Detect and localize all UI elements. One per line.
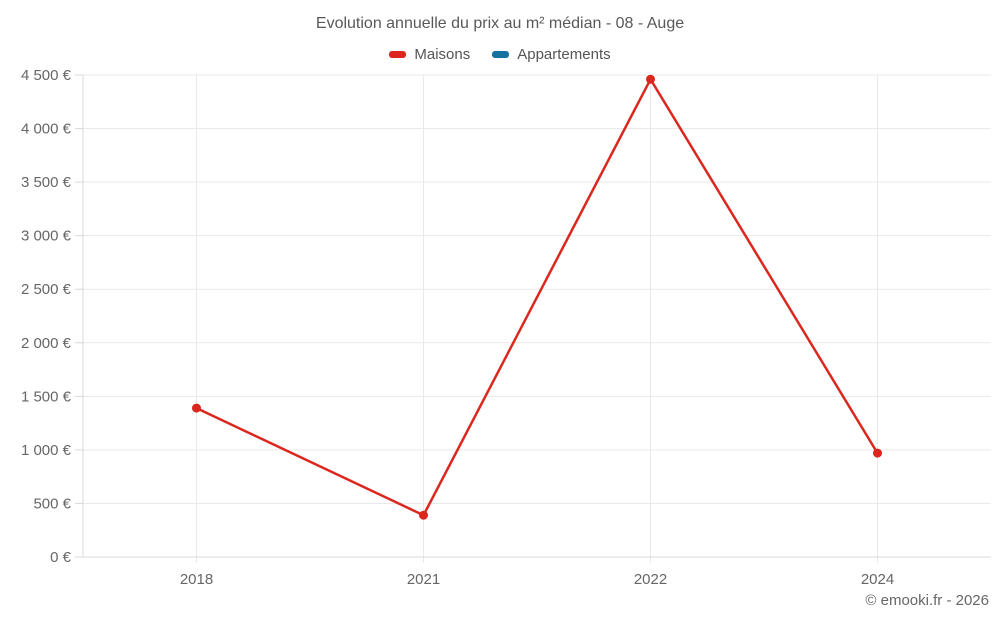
legend-item-maisons[interactable]: Maisons [389, 46, 470, 63]
maisons-point-2018[interactable] [192, 403, 201, 413]
y-tick-label: 3 000 € [21, 228, 72, 245]
legend-label: Appartements [517, 46, 611, 63]
maisons-line [195, 78, 879, 517]
y-tick-label: 2 500 € [21, 281, 72, 298]
x-tick-label: 2022 [634, 571, 667, 588]
chart-title: Evolution annuelle du prix au m² médian … [315, 15, 685, 32]
maisons-point-2022[interactable] [646, 74, 655, 84]
y-tick-label: 500 € [33, 495, 71, 512]
legend-item-appartements[interactable]: Appartements [492, 46, 611, 63]
x-tick-label: 2021 [407, 571, 440, 588]
credit-text: © emooki.fr - 2026 [865, 592, 989, 609]
y-tick-label: 4 000 € [21, 121, 72, 138]
y-tick-label: 4 500 € [21, 67, 72, 84]
maisons-point-2024[interactable] [873, 448, 882, 458]
legend: Maisons Appartements [0, 46, 1000, 63]
maisons-point-2021[interactable] [419, 510, 428, 520]
legend-swatch-icon [492, 51, 510, 58]
x-tick-label: 2024 [861, 571, 894, 588]
y-tick-label: 0 € [50, 549, 72, 566]
y-tick-label: 2 000 € [21, 335, 72, 352]
y-tick-label: 3 500 € [21, 174, 72, 191]
y-tick-label: 1 500 € [21, 388, 72, 405]
legend-swatch-icon [389, 51, 407, 58]
x-tick-label: 2018 [180, 571, 213, 588]
legend-label: Maisons [414, 46, 471, 63]
y-tick-label: 1 000 € [21, 442, 72, 459]
